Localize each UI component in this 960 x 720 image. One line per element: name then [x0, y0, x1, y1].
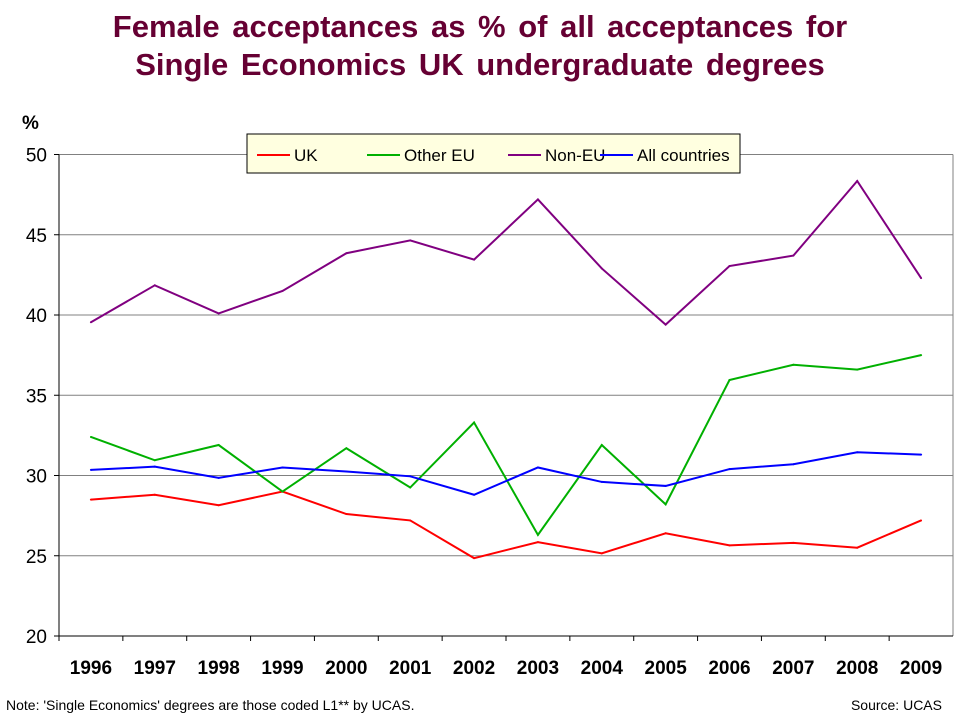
data-point: [281, 289, 284, 292]
data-point: [600, 552, 603, 555]
y-tick-label: 30: [26, 467, 47, 488]
data-point: [856, 451, 859, 454]
data-point: [281, 490, 284, 493]
data-point: [920, 354, 923, 357]
data-point: [345, 513, 348, 516]
data-point: [345, 470, 348, 473]
data-point: [664, 484, 667, 487]
data-point: [217, 504, 220, 507]
data-point: [217, 312, 220, 315]
data-point: [536, 198, 539, 201]
x-tick-label: 2008: [836, 658, 878, 679]
data-point: [664, 503, 667, 506]
data-point: [473, 557, 476, 560]
x-tick-label: 1999: [261, 658, 303, 679]
series-line-all-countries: [90, 451, 922, 496]
data-point: [473, 258, 476, 261]
chart-title-line-2: Single Economics UK undergraduate degree…: [135, 47, 825, 82]
x-tick-label: 2000: [325, 658, 367, 679]
data-point: [856, 546, 859, 549]
series-line-other-eu: [90, 354, 922, 537]
x-tick-label: 1998: [198, 658, 240, 679]
x-tick-label: 2005: [645, 658, 688, 679]
x-tick-label: 1997: [134, 658, 176, 679]
data-point: [792, 363, 795, 366]
legend-label: UK: [294, 146, 318, 165]
chart-title: Female acceptances as % of all acceptanc…: [0, 8, 960, 84]
data-point: [600, 444, 603, 447]
data-point: [409, 486, 412, 489]
data-point: [920, 277, 923, 280]
data-point: [345, 447, 348, 450]
data-point: [473, 493, 476, 496]
data-point: [856, 368, 859, 371]
data-point: [664, 323, 667, 326]
y-tick-label: 25: [26, 547, 47, 568]
data-point: [89, 498, 92, 501]
data-point: [89, 321, 92, 324]
data-point: [89, 468, 92, 471]
x-tick-label: 1996: [70, 658, 112, 679]
legend-label: Non-EU: [545, 146, 605, 165]
data-point: [153, 284, 156, 287]
data-point: [345, 252, 348, 255]
data-point: [217, 444, 220, 447]
data-point: [664, 532, 667, 535]
data-point: [600, 267, 603, 270]
data-point: [728, 468, 731, 471]
x-tick-label: 2004: [581, 658, 624, 679]
data-point: [792, 541, 795, 544]
x-tick-label: 2006: [708, 658, 750, 679]
data-point: [409, 239, 412, 242]
legend: [246, 133, 741, 174]
x-tick-label: 2007: [772, 658, 814, 679]
footnote: Note: 'Single Economics' degrees are tho…: [6, 697, 415, 713]
data-point: [409, 475, 412, 478]
data-point: [856, 179, 859, 182]
data-point: [409, 519, 412, 522]
data-point: [728, 544, 731, 547]
data-point: [153, 465, 156, 468]
data-point: [536, 466, 539, 469]
data-point: [89, 435, 92, 438]
data-point: [536, 541, 539, 544]
x-tick-label: 2003: [517, 658, 559, 679]
series-line-non-eu: [90, 179, 922, 326]
data-point: [728, 379, 731, 382]
data-point: [536, 533, 539, 536]
y-tick-label: 45: [26, 226, 47, 247]
data-point: [473, 421, 476, 424]
data-point: [217, 476, 220, 479]
y-tick-label: 40: [26, 306, 47, 327]
legend-label: All countries: [637, 146, 730, 165]
source-note: Source: UCAS: [850, 697, 942, 713]
y-axis-label: %: [22, 113, 39, 134]
data-point: [792, 254, 795, 257]
legend-label: Other EU: [404, 146, 475, 165]
data-point: [728, 265, 731, 268]
x-tick-label: 2009: [900, 658, 942, 679]
series-line-uk: [90, 490, 922, 560]
y-tick-label: 50: [26, 146, 47, 167]
y-tick-label: 20: [26, 627, 47, 648]
data-point: [153, 459, 156, 462]
chart-title-line-1: Female acceptances as % of all acceptanc…: [112, 9, 848, 44]
x-tick-label: 2002: [453, 658, 495, 679]
y-tick-label: 35: [26, 386, 47, 407]
x-tick-label: 2001: [389, 658, 432, 679]
data-point: [600, 480, 603, 483]
data-point: [153, 493, 156, 496]
data-point: [920, 519, 923, 522]
data-point: [920, 453, 923, 456]
data-point: [792, 463, 795, 466]
data-point: [281, 466, 284, 469]
